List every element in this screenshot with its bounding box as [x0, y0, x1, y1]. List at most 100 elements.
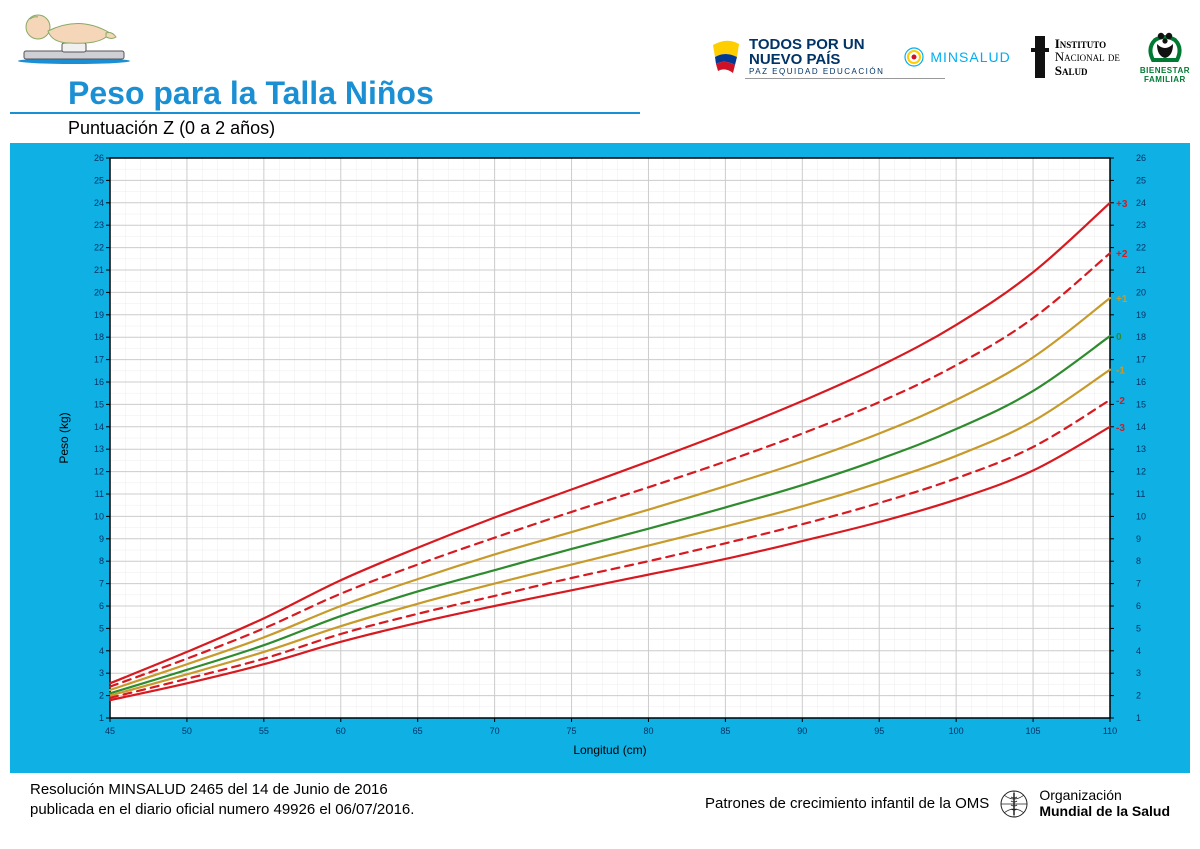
svg-text:10: 10 — [94, 511, 104, 521]
svg-text:23: 23 — [1136, 220, 1146, 230]
svg-text:10: 10 — [1136, 511, 1146, 521]
svg-text:25: 25 — [1136, 175, 1146, 185]
svg-text:-2: -2 — [1116, 396, 1125, 407]
page-title: Peso para la Talla Niños — [68, 75, 434, 112]
svg-text:65: 65 — [413, 726, 423, 736]
svg-text:8: 8 — [1136, 556, 1141, 566]
svg-text:2: 2 — [99, 691, 104, 701]
svg-text:Peso (kg): Peso (kg) — [57, 412, 71, 463]
svg-text:Longitud (cm): Longitud (cm) — [573, 743, 646, 757]
icbf-icon — [1145, 30, 1185, 64]
footer-right-text: Patrones de crecimiento infantil de la O… — [705, 795, 989, 812]
todos-line2: NUEVO PAÍS — [749, 53, 884, 67]
svg-text:60: 60 — [336, 726, 346, 736]
svg-text:9: 9 — [99, 534, 104, 544]
svg-text:95: 95 — [874, 726, 884, 736]
svg-text:-1: -1 — [1116, 366, 1125, 377]
ins-l3: Salud — [1055, 64, 1120, 78]
logo-rule — [745, 78, 945, 79]
footer-line2: publicada en el diario oficial numero 49… — [30, 800, 414, 820]
svg-text:12: 12 — [1136, 467, 1146, 477]
ins-logo: Instituto Nacional de Salud — [1031, 36, 1120, 78]
svg-text:22: 22 — [1136, 243, 1146, 253]
colombia-flag-icon — [709, 37, 743, 77]
svg-text:+1: +1 — [1116, 294, 1128, 305]
ins-icon — [1031, 36, 1049, 78]
svg-text:50: 50 — [182, 726, 192, 736]
header: Peso para la Talla Niños TODOS POR UN NU… — [0, 0, 1200, 115]
subtitle: Puntuación Z (0 a 2 años) — [68, 118, 275, 139]
minsalud-text: MINSALUD — [930, 49, 1010, 65]
footer-left: Resolución MINSALUD 2465 del 14 de Junio… — [30, 780, 414, 819]
svg-text:11: 11 — [95, 489, 104, 499]
svg-text:25: 25 — [94, 175, 104, 185]
who-line1: Organización — [1039, 788, 1170, 803]
svg-text:8: 8 — [99, 556, 104, 566]
svg-text:80: 80 — [643, 726, 653, 736]
svg-text:22: 22 — [94, 243, 104, 253]
svg-text:1: 1 — [99, 713, 104, 723]
svg-text:14: 14 — [94, 422, 104, 432]
svg-text:19: 19 — [94, 310, 104, 320]
svg-text:75: 75 — [567, 726, 577, 736]
svg-text:21: 21 — [1136, 265, 1146, 275]
who-line2: Mundial de la Salud — [1039, 804, 1170, 819]
svg-text:17: 17 — [1136, 355, 1146, 365]
svg-text:18: 18 — [94, 332, 104, 342]
svg-text:14: 14 — [1136, 422, 1146, 432]
svg-text:24: 24 — [1136, 198, 1146, 208]
svg-text:70: 70 — [490, 726, 500, 736]
svg-text:15: 15 — [1136, 399, 1146, 409]
svg-text:17: 17 — [94, 355, 104, 365]
svg-text:4: 4 — [1136, 646, 1141, 656]
svg-text:6: 6 — [1136, 601, 1141, 611]
baby-scale-icon — [10, 5, 140, 70]
svg-text:110: 110 — [1103, 726, 1117, 736]
ins-l2: Nacional de — [1055, 50, 1120, 64]
svg-text:7: 7 — [1136, 579, 1141, 589]
minsalud-icon — [904, 47, 924, 67]
todos-sub: PAZ EQUIDAD EDUCACIÓN — [749, 67, 884, 76]
svg-text:90: 90 — [797, 726, 807, 736]
svg-text:11: 11 — [1136, 489, 1145, 499]
svg-text:16: 16 — [1136, 377, 1146, 387]
minsalud-logo: MINSALUD — [904, 47, 1010, 67]
svg-text:7: 7 — [99, 579, 104, 589]
svg-text:19: 19 — [1136, 310, 1146, 320]
icbf-l1: BIENESTAR — [1140, 66, 1190, 75]
svg-text:85: 85 — [720, 726, 730, 736]
svg-text:18: 18 — [1136, 332, 1146, 342]
svg-text:3: 3 — [99, 668, 104, 678]
svg-text:26: 26 — [1136, 153, 1146, 163]
svg-text:3: 3 — [1136, 668, 1141, 678]
icbf-logo: BIENESTAR FAMILIAR — [1140, 30, 1190, 84]
svg-text:1: 1 — [1136, 713, 1141, 723]
svg-text:0: 0 — [1116, 332, 1122, 343]
svg-text:100: 100 — [949, 726, 964, 736]
svg-text:5: 5 — [99, 623, 104, 633]
svg-text:55: 55 — [259, 726, 269, 736]
logo-row: TODOS POR UN NUEVO PAÍS PAZ EQUIDAD EDUC… — [709, 30, 1190, 84]
svg-text:2: 2 — [1136, 691, 1141, 701]
svg-text:21: 21 — [94, 265, 104, 275]
icbf-l2: FAMILIAR — [1140, 75, 1190, 84]
svg-text:45: 45 — [105, 726, 115, 736]
svg-text:23: 23 — [94, 220, 104, 230]
footer-line1: Resolución MINSALUD 2465 del 14 de Junio… — [30, 780, 414, 800]
svg-text:16: 16 — [94, 377, 104, 387]
svg-text:13: 13 — [94, 444, 104, 454]
chart-container: +3+2+10-1-2-3112233445566778899101011111… — [10, 143, 1190, 773]
footer-right: Patrones de crecimiento infantil de la O… — [705, 788, 1170, 819]
svg-text:6: 6 — [99, 601, 104, 611]
svg-text:26: 26 — [94, 153, 104, 163]
svg-text:+3: +3 — [1116, 199, 1128, 210]
svg-text:12: 12 — [94, 467, 104, 477]
growth-chart: +3+2+10-1-2-3112233445566778899101011111… — [10, 143, 1190, 773]
svg-text:-3: -3 — [1116, 423, 1125, 434]
who-icon — [999, 789, 1029, 819]
svg-text:24: 24 — [94, 198, 104, 208]
svg-text:105: 105 — [1026, 726, 1041, 736]
svg-text:13: 13 — [1136, 444, 1146, 454]
todos-logo: TODOS POR UN NUEVO PAÍS PAZ EQUIDAD EDUC… — [709, 37, 884, 77]
svg-text:4: 4 — [99, 646, 104, 656]
